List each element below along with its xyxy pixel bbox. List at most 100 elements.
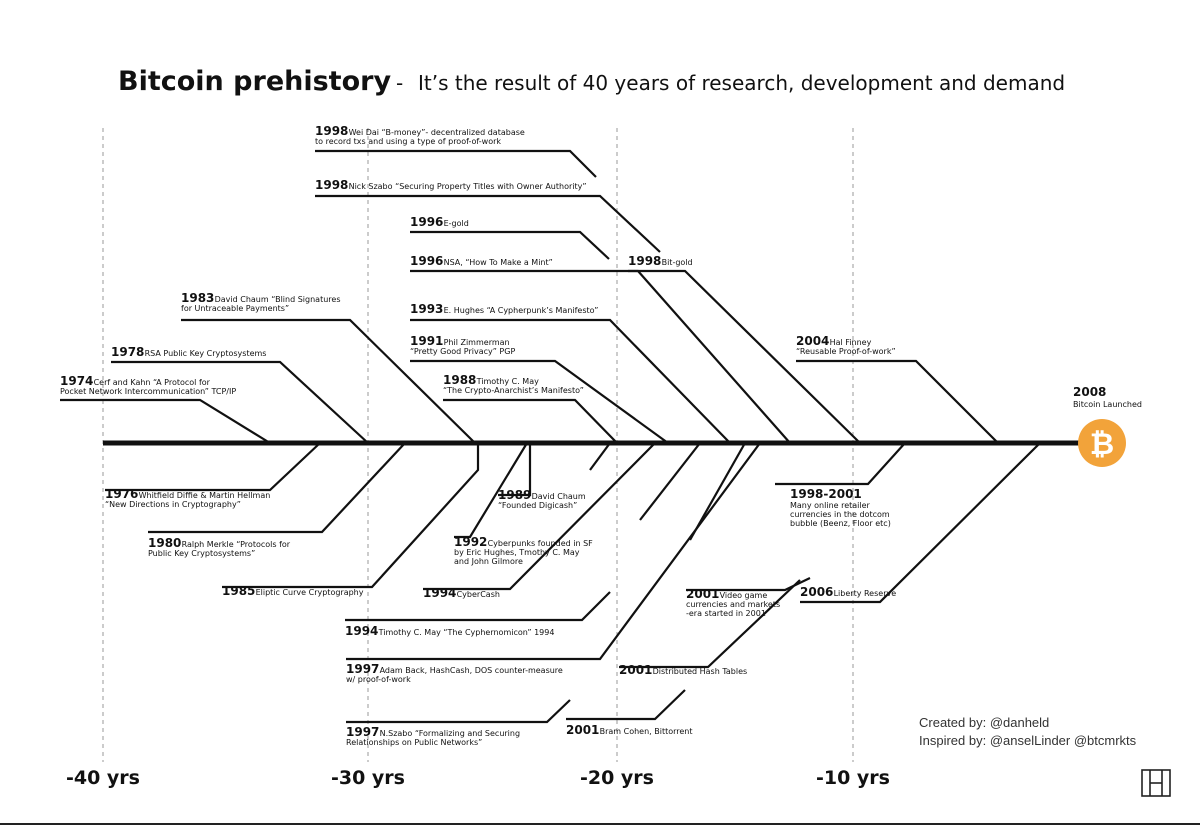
event-description: CyberCash: [457, 590, 500, 599]
event-year: 1988: [443, 373, 476, 387]
connector-line: [60, 398, 271, 444]
event-label: 1996 NSA, “How To Make a Mint”: [410, 254, 553, 268]
event-description: E-gold: [444, 219, 469, 228]
event-year: 1996: [410, 215, 443, 229]
event-description: by Eric Hughes, Tmothy C. May: [454, 548, 580, 557]
event-description: “Reusable Proof-of-work”: [796, 347, 896, 356]
event-description: Public Key Cryptosystems”: [148, 549, 255, 558]
connector-line: [589, 442, 611, 471]
event-description: Cerf and Kahn “A Protocol for: [94, 378, 211, 387]
event-year: 1974: [60, 374, 93, 388]
event-label: 1993 E. Hughes “A Cypherpunk’s Manifesto”: [410, 302, 598, 316]
axis-label-10: -10 yrs: [816, 767, 890, 789]
event-description: Ralph Merkle “Protocols for: [182, 540, 291, 549]
event-year: 1998: [628, 254, 661, 268]
event-description: w/ proof-of-work: [346, 675, 411, 684]
connector-line: [410, 269, 791, 444]
event-label: 1976 Whitfield Diffie & Martin Hellman“Ne…: [105, 487, 270, 509]
connector-line: [148, 442, 406, 534]
event-year: 2004: [796, 334, 829, 348]
event-year: 2001: [566, 723, 599, 737]
event-description: Eliptic Curve Cryptography: [256, 588, 364, 597]
event-description: Phil Zimmerman: [444, 338, 510, 347]
page-title: Bitcoin prehistory: [118, 66, 391, 97]
connector-line: [410, 318, 731, 444]
event-description: Whitfield Diffie & Martin Hellman: [139, 491, 271, 500]
connector-line: [800, 442, 1041, 604]
event-description: RSA Public Key Cryptosystems: [145, 349, 267, 358]
event-label: 1994 CyberCash: [423, 586, 500, 600]
event-description: Wei Dai “B-money”- decentralized databas…: [349, 128, 525, 137]
event-description: to record txs and using a type of proof-…: [315, 137, 501, 146]
event-year: 1992: [454, 535, 487, 549]
event-year: 1985: [222, 584, 255, 598]
event-description: David Chaum: [532, 492, 586, 501]
title-separator: -: [396, 71, 403, 95]
event-description: currencies in the dotcom: [790, 510, 890, 519]
event-label: 2001 Distributed Hash Tables: [619, 663, 747, 677]
event-description: E. Hughes “A Cypherpunk’s Manifesto”: [444, 306, 599, 315]
bitcoin-year: 2008: [1073, 385, 1106, 399]
event-description: bubble (Beenz, Floor etc): [790, 519, 891, 528]
event-year: 1994: [423, 586, 456, 600]
event-label: 1994 Timothy C. May “The Cyphernomicon” 1…: [345, 624, 554, 638]
event-label: 1985 Eliptic Curve Cryptography: [222, 584, 364, 598]
event-year: 1978: [111, 345, 144, 359]
event-description: Video game: [720, 591, 768, 600]
bitcoin-icon: ₿: [1090, 427, 1114, 462]
connector-line: [566, 689, 686, 721]
event-year: 1998: [315, 124, 348, 138]
event-description: Distributed Hash Tables: [653, 667, 748, 676]
event-year: 1998: [315, 178, 348, 192]
event-label: 1997 N.Szabo “Formalizing and SecuringRel…: [346, 725, 520, 747]
event-description: Timothy C. May “The Cyphernomicon” 1994: [378, 628, 555, 637]
event-year: 2006: [800, 585, 833, 599]
event-year: 2001: [686, 587, 719, 601]
connector-lines: [60, 149, 1041, 724]
axis-label-20: -20 yrs: [580, 767, 654, 789]
connector-line: [315, 194, 661, 253]
event-description: “Pretty Good Privacy” PGP: [410, 347, 515, 356]
event-label: 1978 RSA Public Key Cryptosystems: [111, 345, 266, 359]
event-year: 1994: [345, 624, 378, 638]
event-description: Hal Finney: [830, 338, 872, 347]
event-label: 2006 Liberty Reserve: [800, 585, 896, 599]
event-labels: 1998 Wei Dai “B-money”- decentralized dat…: [60, 124, 896, 747]
brand-logo-icon: [1141, 769, 1171, 797]
event-label: 2004 Hal Finney“Reusable Proof-of-work”: [796, 334, 896, 356]
axis-label-40: -40 yrs: [66, 767, 140, 789]
event-description: Bram Cohen, Bittorrent: [600, 727, 693, 736]
event-year: 1998-2001: [790, 487, 862, 501]
event-description: Nick Szabo “Securing Property Titles wit…: [349, 182, 587, 191]
connector-line: [639, 442, 701, 521]
event-description: Bit-gold: [662, 258, 693, 267]
connector-line: [410, 359, 669, 444]
connector-line: [619, 579, 801, 669]
connector-line: [689, 442, 746, 541]
event-year: 1997: [346, 725, 379, 739]
event-label: 1974 Cerf and Kahn “A Protocol forPocket …: [60, 374, 236, 396]
axis-label-30: -30 yrs: [331, 767, 405, 789]
event-label: 1991 Phil Zimmerman“Pretty Good Privacy” …: [410, 334, 515, 356]
connector-line: [346, 699, 571, 724]
connector-line: [628, 269, 861, 444]
event-description: Cyberpunks founded in SF: [488, 539, 594, 548]
connector-line: [111, 360, 369, 444]
event-description: “New Directions in Cryptography”: [105, 500, 241, 509]
connector-line: [410, 230, 610, 260]
event-year: 1993: [410, 302, 443, 316]
connector-line: [454, 442, 528, 539]
event-label: 1996 E-gold: [410, 215, 469, 229]
event-label: 1997 Adam Back, HashCash, DOS counter-mea…: [346, 662, 563, 684]
event-description: Timothy C. May: [476, 377, 540, 386]
event-label: 1998 Bit-gold: [628, 254, 693, 268]
connector-line: [345, 591, 611, 622]
event-description: N.Szabo “Formalizing and Securing: [380, 729, 520, 738]
credit-inspired: Inspired by: @anselLinder @btcmrkts: [919, 733, 1137, 748]
connector-line: [181, 318, 476, 444]
